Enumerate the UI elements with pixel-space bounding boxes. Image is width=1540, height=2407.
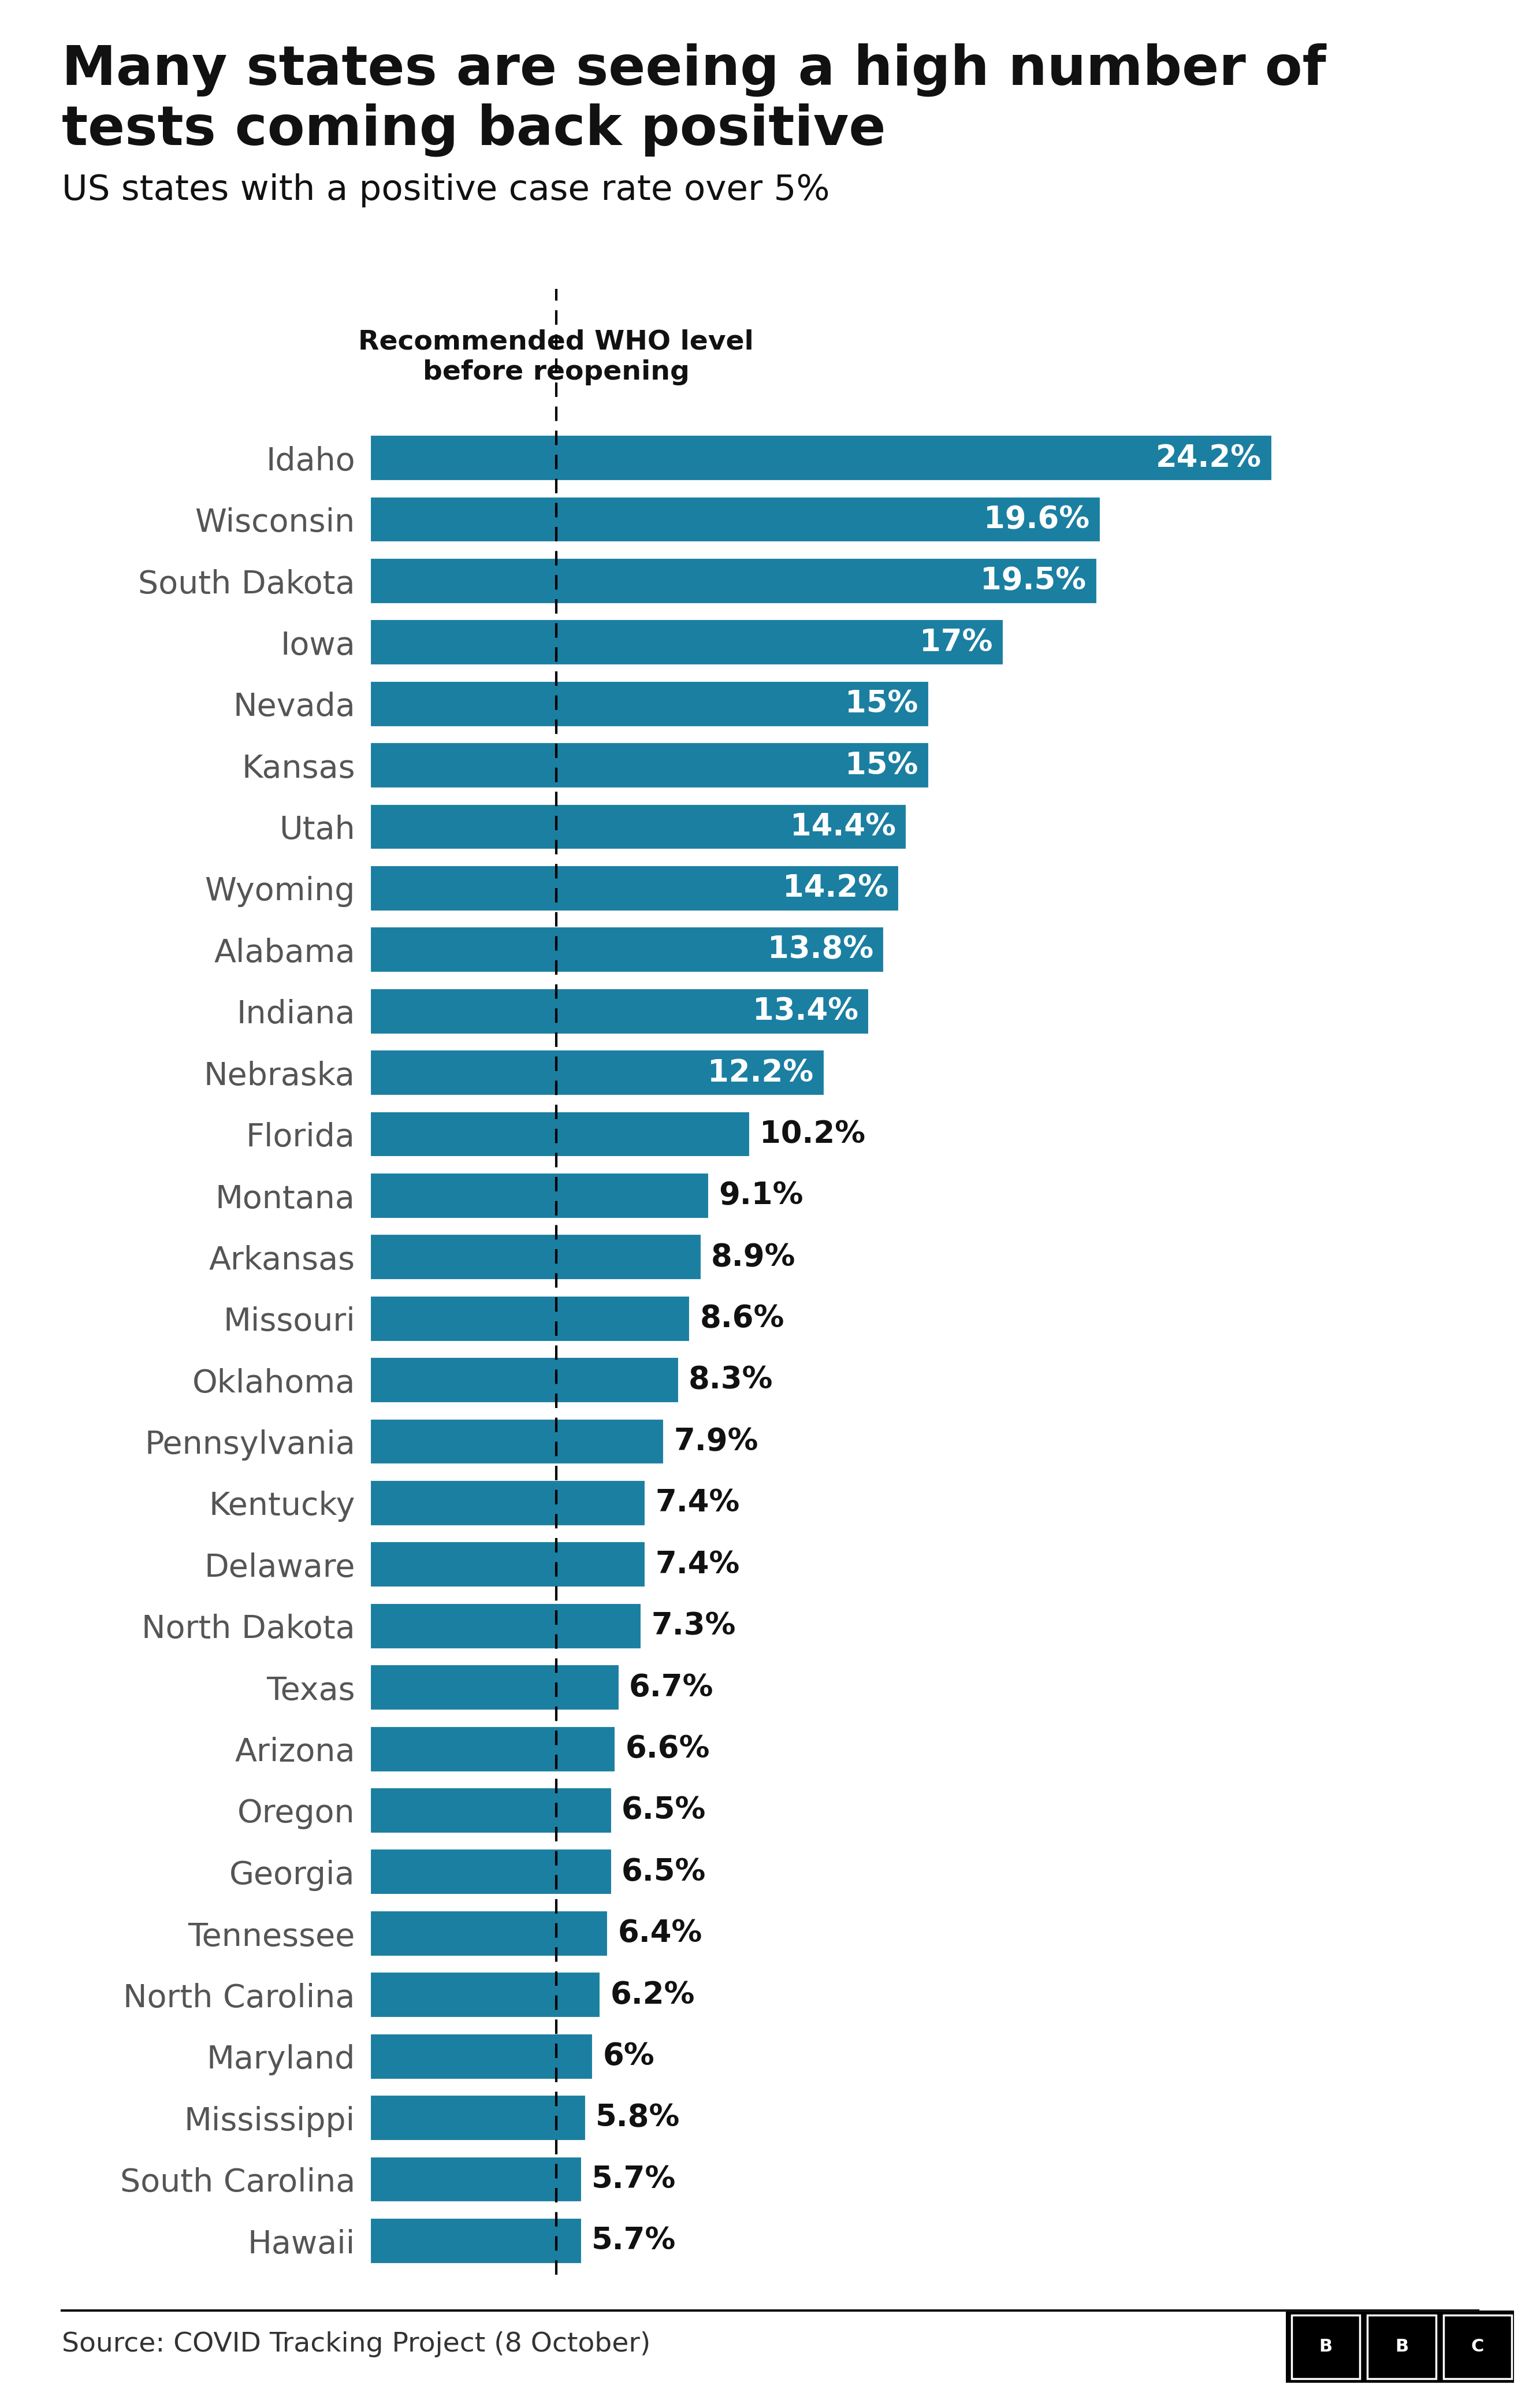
Text: 19.5%: 19.5% xyxy=(981,566,1086,597)
Text: 14.4%: 14.4% xyxy=(790,811,896,842)
Bar xyxy=(370,1049,825,1095)
Text: 7.3%: 7.3% xyxy=(651,1610,736,1642)
Text: 6.7%: 6.7% xyxy=(628,1673,713,1702)
Bar xyxy=(1368,2316,1435,2378)
Bar xyxy=(370,987,870,1035)
Text: 8.6%: 8.6% xyxy=(699,1305,784,1333)
Bar xyxy=(1292,2316,1360,2378)
Bar xyxy=(370,864,899,912)
Bar xyxy=(370,1540,645,1589)
Bar xyxy=(370,558,1096,604)
Text: C: C xyxy=(1471,2340,1485,2354)
Text: 7.4%: 7.4% xyxy=(654,1550,739,1579)
Bar xyxy=(370,2034,593,2080)
Text: 15%: 15% xyxy=(845,688,918,720)
Bar xyxy=(370,927,884,972)
Bar xyxy=(370,1971,601,2017)
Text: 24.2%: 24.2% xyxy=(1155,443,1261,472)
Bar xyxy=(370,2157,582,2202)
Bar xyxy=(370,1480,645,1526)
Text: 7.9%: 7.9% xyxy=(673,1427,758,1456)
Bar xyxy=(370,1358,679,1403)
Bar xyxy=(370,2217,582,2265)
Text: Many states are seeing a high number of
tests coming back positive: Many states are seeing a high number of … xyxy=(62,43,1326,156)
Text: 13.4%: 13.4% xyxy=(753,996,858,1025)
Text: 17%: 17% xyxy=(919,628,993,657)
Text: 5.7%: 5.7% xyxy=(591,2164,676,2195)
Bar xyxy=(370,681,929,727)
Text: 8.3%: 8.3% xyxy=(688,1365,773,1396)
Text: 8.9%: 8.9% xyxy=(711,1242,796,1273)
Text: 6.4%: 6.4% xyxy=(618,1918,702,1947)
Bar xyxy=(370,741,929,789)
Text: 5.8%: 5.8% xyxy=(596,2104,679,2133)
Bar xyxy=(370,1663,619,1711)
Bar xyxy=(370,619,1004,667)
Text: US states with a positive case rate over 5%: US states with a positive case rate over… xyxy=(62,173,830,207)
Bar xyxy=(370,1295,690,1343)
Text: 9.1%: 9.1% xyxy=(719,1182,802,1211)
Text: Source: COVID Tracking Project (8 October): Source: COVID Tracking Project (8 Octobe… xyxy=(62,2332,650,2356)
Text: 6.5%: 6.5% xyxy=(622,1796,705,1825)
Text: 12.2%: 12.2% xyxy=(708,1057,813,1088)
Bar xyxy=(370,1849,613,1894)
Bar xyxy=(370,1911,608,1957)
Bar xyxy=(370,436,1272,481)
Bar xyxy=(370,1172,708,1218)
Text: Recommended WHO level
before reopening: Recommended WHO level before reopening xyxy=(359,330,755,385)
Bar xyxy=(370,1726,616,1772)
Bar xyxy=(370,1235,702,1281)
Text: 6.5%: 6.5% xyxy=(622,1856,705,1887)
Text: 6.2%: 6.2% xyxy=(610,1981,695,2010)
Text: 7.4%: 7.4% xyxy=(654,1488,739,1519)
Bar xyxy=(370,804,907,850)
Bar xyxy=(370,1786,613,1834)
Text: B: B xyxy=(1320,2340,1332,2354)
Bar xyxy=(1443,2316,1512,2378)
Text: 19.6%: 19.6% xyxy=(984,505,1090,534)
Text: 13.8%: 13.8% xyxy=(767,934,873,965)
Bar xyxy=(370,2094,587,2142)
Text: 14.2%: 14.2% xyxy=(782,874,889,903)
Text: 15%: 15% xyxy=(845,751,918,780)
Bar xyxy=(370,496,1101,542)
Text: B: B xyxy=(1395,2340,1409,2354)
Bar xyxy=(370,1418,664,1466)
Text: 6.6%: 6.6% xyxy=(625,1733,710,1764)
Bar xyxy=(370,1110,750,1158)
Text: 10.2%: 10.2% xyxy=(759,1119,865,1148)
Text: 6%: 6% xyxy=(602,2041,654,2072)
Text: 5.7%: 5.7% xyxy=(591,2226,676,2255)
Bar xyxy=(370,1603,642,1649)
